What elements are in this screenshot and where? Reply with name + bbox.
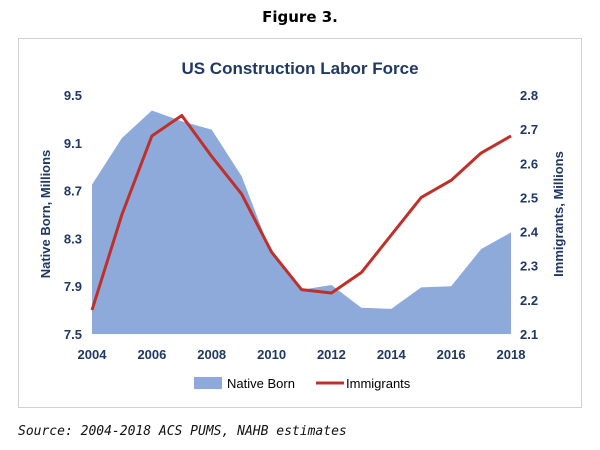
y-right-tick-label: 2.6 — [520, 156, 538, 171]
x-tick-label: 2004 — [78, 347, 108, 362]
legend-label-native-born: Native Born — [227, 376, 295, 391]
chart-title: US Construction Labor Force — [181, 59, 418, 78]
y-right-tick-label: 2.8 — [520, 88, 538, 103]
y-right-tick-labels: 2.1 2.2 2.3 2.4 2.5 2.6 2.7 2.8 — [520, 88, 539, 342]
y-right-tick-label: 2.4 — [520, 225, 539, 240]
native-born-area-layer — [92, 110, 511, 334]
immigrants-line — [90, 113, 512, 311]
y-left-tick-label: 8.3 — [64, 231, 82, 246]
y-left-tick-label: 7.5 — [64, 327, 82, 342]
y-left-tick-labels: 7.5 7.9 8.3 8.7 9.1 9.5 — [64, 88, 82, 342]
x-tick-label: 2016 — [437, 347, 466, 362]
y-right-tick-label: 2.2 — [520, 293, 538, 308]
x-tick-label: 2006 — [137, 347, 166, 362]
x-tick-labels: 2004 2006 2008 2010 2012 2014 2016 2018 — [78, 347, 526, 362]
x-tick-label: 2010 — [257, 347, 286, 362]
y-left-tick-label: 9.1 — [64, 136, 82, 151]
x-tick-label: 2014 — [377, 347, 407, 362]
figure-label: Figure 3. — [262, 8, 338, 26]
y-left-tick-label: 9.5 — [64, 88, 82, 103]
native-born-area — [92, 110, 511, 334]
legend-label-immigrants: Immigrants — [346, 376, 411, 391]
y-right-tick-label: 2.5 — [520, 190, 538, 205]
y-right-tick-label: 2.7 — [520, 122, 538, 137]
y-right-tick-label: 2.3 — [520, 259, 538, 274]
x-tick-label: 2012 — [317, 347, 346, 362]
y-right-axis-label: Immigrants, Millions — [551, 151, 566, 277]
chart-frame — [18, 38, 582, 408]
immigrants-line-layer — [90, 113, 512, 311]
x-tick-label: 2008 — [197, 347, 226, 362]
legend-swatch-native-born — [194, 377, 222, 389]
x-tick-label: 2018 — [497, 347, 526, 362]
y-left-tick-label: 7.9 — [64, 279, 82, 294]
legend: Native Born Immigrants — [194, 376, 411, 391]
y-left-tick-label: 8.7 — [64, 184, 82, 199]
y-right-tick-label: 2.1 — [520, 327, 538, 342]
y-left-axis-label: Native Born, Millions — [38, 150, 53, 279]
source-note: Source: 2004-2018 ACS PUMS, NAHB estimat… — [18, 424, 347, 439]
